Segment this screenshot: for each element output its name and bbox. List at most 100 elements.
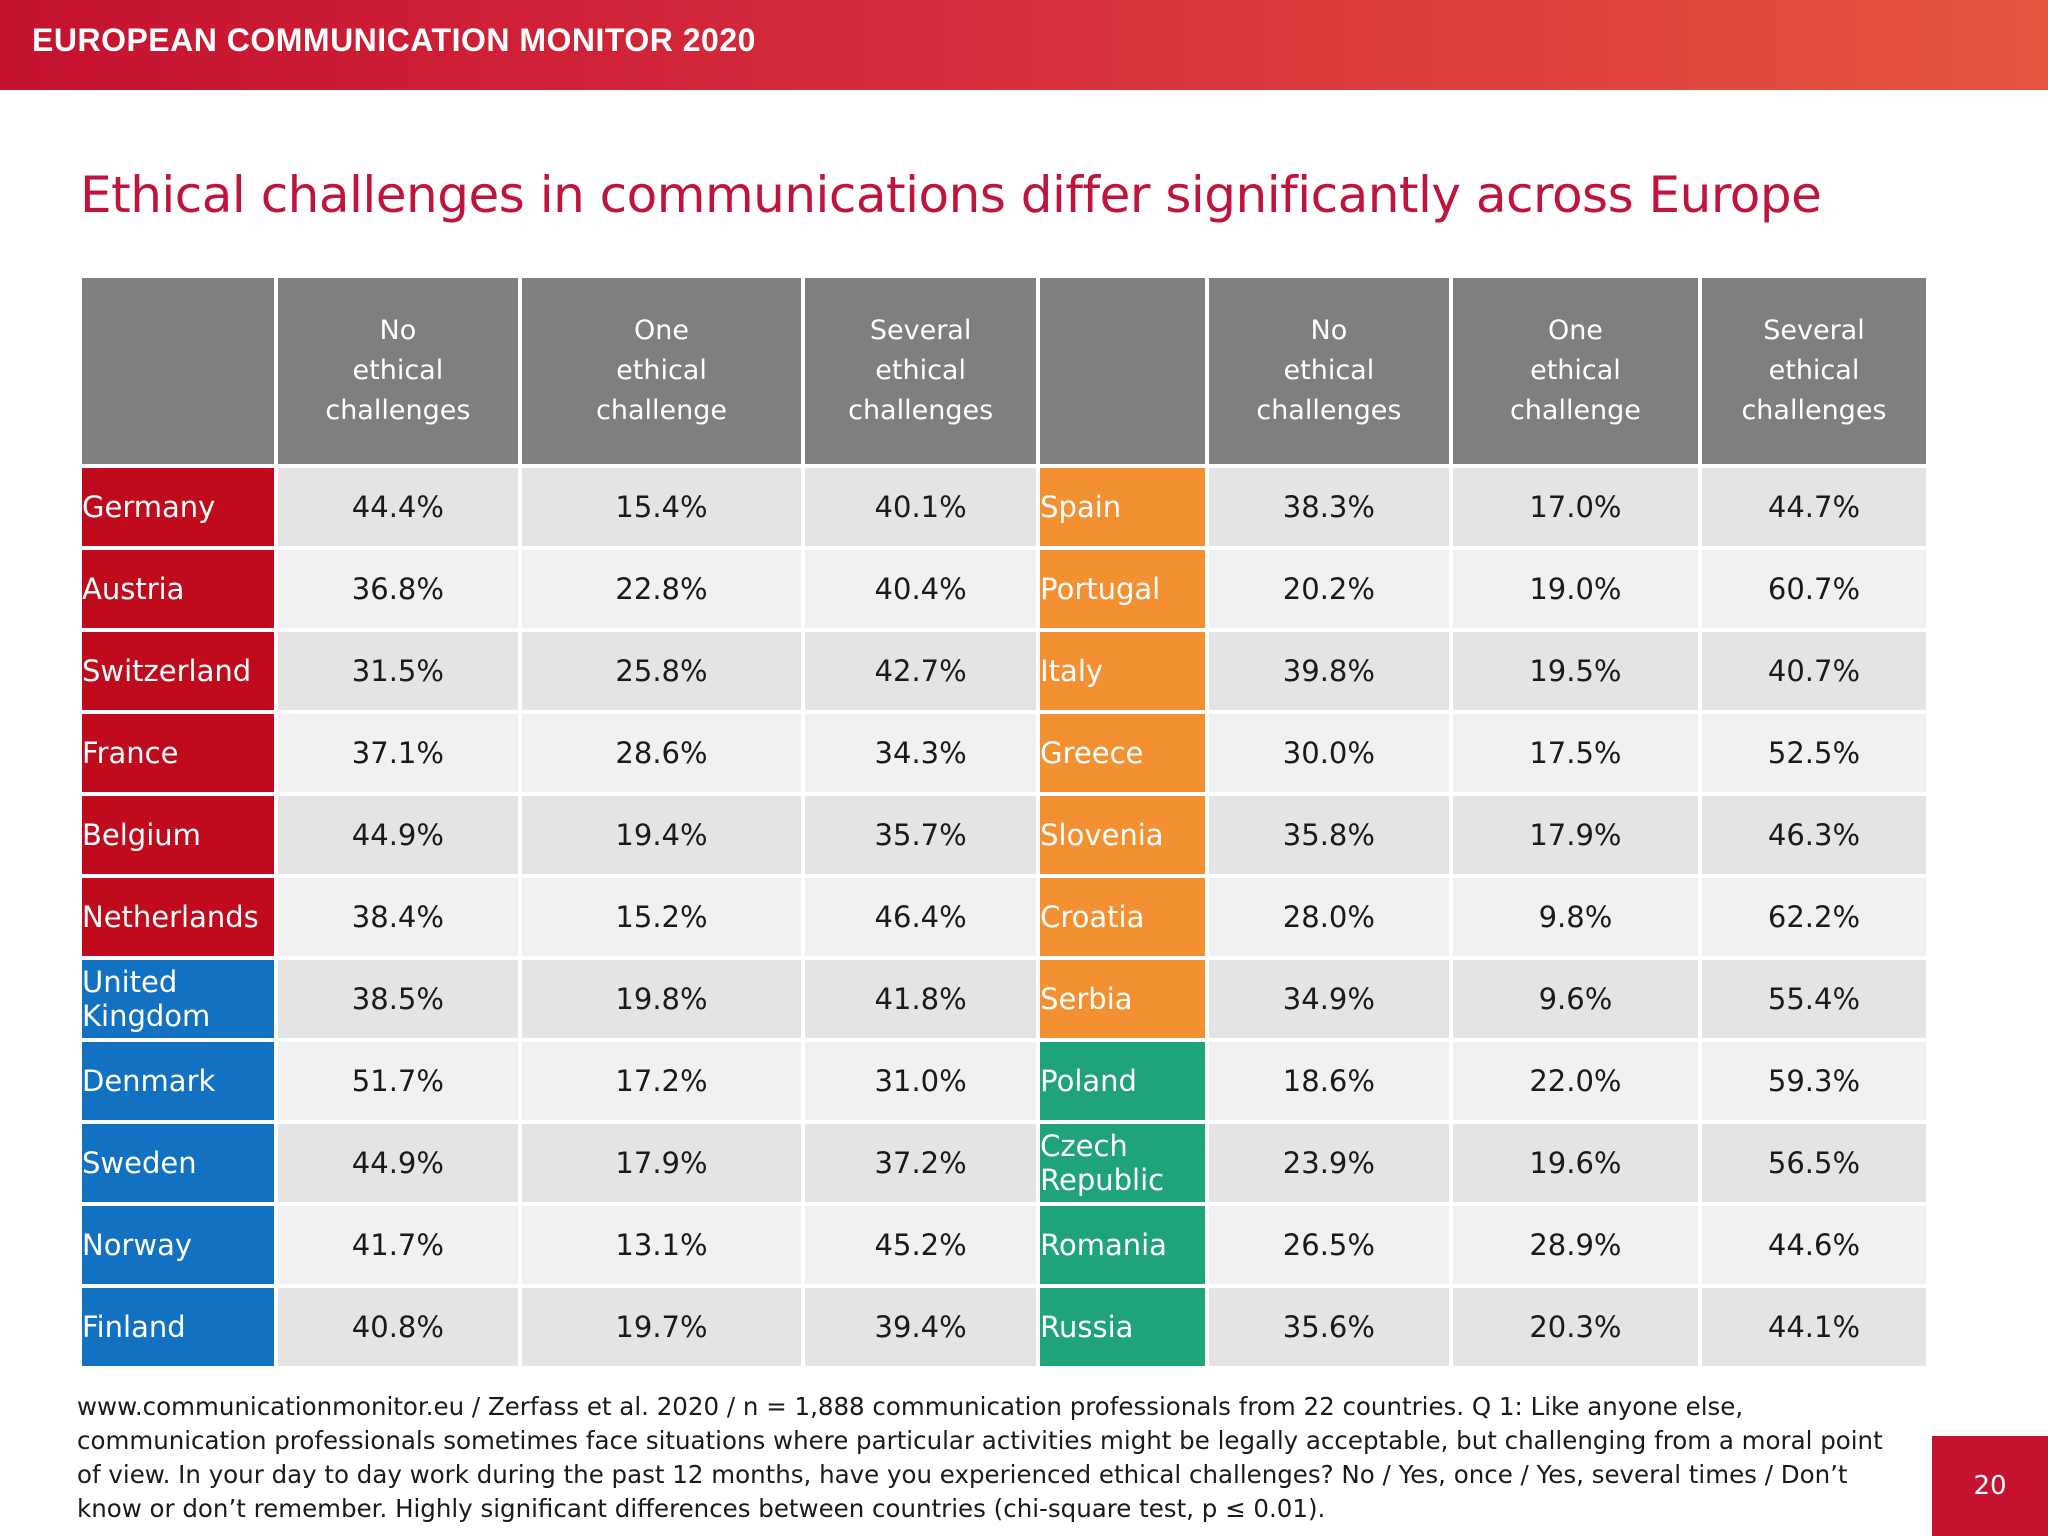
page-number: 20: [1932, 1436, 2048, 1536]
country-name-right: Poland: [1040, 1042, 1205, 1120]
value-one-right: 22.0%: [1452, 1042, 1698, 1120]
footnote: www.communicationmonitor.eu / Zerfass et…: [77, 1392, 1883, 1523]
value-no-left: 38.4%: [277, 878, 518, 956]
table-row: Norway 41.7% 13.1% 45.2% Romania 26.5% 28.9% 44…: [82, 1206, 1926, 1284]
value-several-left: 31.0%: [805, 1042, 1037, 1120]
value-one-left: 17.9%: [521, 1124, 802, 1202]
value-several-right: 40.7%: [1701, 632, 1926, 710]
value-one-left: 15.4%: [521, 468, 802, 546]
banner-title: EUROPEAN COMMUNICATION MONITOR 2020: [32, 22, 756, 58]
header-country-left: [82, 278, 274, 464]
table-body: Germany 44.4% 15.4% 40.1% Spain 38.3% 17.0% 44.…: [82, 468, 1926, 1366]
value-no-left: 38.5%: [277, 960, 518, 1038]
value-several-left: 35.7%: [805, 796, 1037, 874]
value-no-right: 35.8%: [1208, 796, 1449, 874]
value-several-left: 40.1%: [805, 468, 1037, 546]
value-several-left: 40.4%: [805, 550, 1037, 628]
value-several-right: 44.1%: [1701, 1288, 1926, 1366]
slide-title: Ethical challenges in communications dif…: [80, 166, 1822, 224]
value-no-right: 35.6%: [1208, 1288, 1449, 1366]
value-one-right: 9.8%: [1452, 878, 1698, 956]
value-several-right: 52.5%: [1701, 714, 1926, 792]
country-name-right: Spain: [1040, 468, 1205, 546]
value-several-right: 44.6%: [1701, 1206, 1926, 1284]
value-no-left: 36.8%: [277, 550, 518, 628]
country-name-right: Slovenia: [1040, 796, 1205, 874]
header-several-left: Several ethical challenges: [805, 278, 1037, 464]
value-one-right: 20.3%: [1452, 1288, 1698, 1366]
value-one-right: 19.5%: [1452, 632, 1698, 710]
country-name-left: Switzerland: [82, 632, 274, 710]
country-name-left: Sweden: [82, 1124, 274, 1202]
country-name-right: Russia: [1040, 1288, 1205, 1366]
value-one-left: 25.8%: [521, 632, 802, 710]
value-one-right: 9.6%: [1452, 960, 1698, 1038]
country-name-left: Norway: [82, 1206, 274, 1284]
value-one-right: 17.0%: [1452, 468, 1698, 546]
value-several-left: 42.7%: [805, 632, 1037, 710]
table-row: France 37.1% 28.6% 34.3% Greece 30.0% 17.5% 52.…: [82, 714, 1926, 792]
value-no-left: 41.7%: [277, 1206, 518, 1284]
country-name-left: Denmark: [82, 1042, 274, 1120]
header-one-left: One ethical challenge: [521, 278, 802, 464]
value-one-left: 19.8%: [521, 960, 802, 1038]
country-name-right: Portugal: [1040, 550, 1205, 628]
value-one-left: 15.2%: [521, 878, 802, 956]
value-no-right: 18.6%: [1208, 1042, 1449, 1120]
country-name-left: United Kingdom: [82, 960, 274, 1038]
value-one-right: 28.9%: [1452, 1206, 1698, 1284]
value-no-right: 38.3%: [1208, 468, 1449, 546]
value-one-right: 17.9%: [1452, 796, 1698, 874]
country-name-right: Serbia: [1040, 960, 1205, 1038]
value-no-left: 31.5%: [277, 632, 518, 710]
country-name-left: Germany: [82, 468, 274, 546]
value-several-right: 44.7%: [1701, 468, 1926, 546]
value-no-left: 44.9%: [277, 1124, 518, 1202]
value-several-right: 60.7%: [1701, 550, 1926, 628]
value-no-right: 30.0%: [1208, 714, 1449, 792]
value-several-left: 37.2%: [805, 1124, 1037, 1202]
value-no-left: 44.4%: [277, 468, 518, 546]
country-name-right: Czech Republic: [1040, 1124, 1205, 1202]
value-no-left: 44.9%: [277, 796, 518, 874]
value-one-right: 17.5%: [1452, 714, 1698, 792]
value-one-left: 13.1%: [521, 1206, 802, 1284]
table-row: Netherlands 38.4% 15.2% 46.4% Croatia 28.0% 9.…: [82, 878, 1926, 956]
header-banner: EUROPEAN COMMUNICATION MONITOR 2020: [0, 0, 2048, 90]
country-name-left: Netherlands: [82, 878, 274, 956]
country-name-left: Finland: [82, 1288, 274, 1366]
country-name-right: Greece: [1040, 714, 1205, 792]
table-header: No ethical challenges One ethical challenge …: [82, 278, 1926, 464]
value-one-left: 17.2%: [521, 1042, 802, 1120]
value-one-left: 28.6%: [521, 714, 802, 792]
value-one-left: 19.4%: [521, 796, 802, 874]
value-one-right: 19.0%: [1452, 550, 1698, 628]
table-row: Finland 40.8% 19.7% 39.4% Russia 35.6% 20.3% 44…: [82, 1288, 1926, 1366]
value-several-left: 46.4%: [805, 878, 1037, 956]
header-one-right: One ethical challenge: [1452, 278, 1698, 464]
value-no-right: 23.9%: [1208, 1124, 1449, 1202]
country-name-left: France: [82, 714, 274, 792]
value-several-right: 55.4%: [1701, 960, 1926, 1038]
table-row: Germany 44.4% 15.4% 40.1% Spain 38.3% 17.0% 44.…: [82, 468, 1926, 546]
table-row: Sweden 44.9% 17.9% 37.2% Czech Republic 23.9%…: [82, 1124, 1926, 1202]
header-no-left: No ethical challenges: [277, 278, 518, 464]
country-name-right: Italy: [1040, 632, 1205, 710]
table-row: Switzerland 31.5% 25.8% 42.7% Italy 39.8% 19.5…: [82, 632, 1926, 710]
table-row: Austria 36.8% 22.8% 40.4% Portugal 20.2% 19.0%…: [82, 550, 1926, 628]
table-row: Denmark 51.7% 17.2% 31.0% Poland 18.6% 22.0% 59…: [82, 1042, 1926, 1120]
table-row: United Kingdom 38.5% 19.8% 41.8% Serbia 34.9%…: [82, 960, 1926, 1038]
country-name-left: Belgium: [82, 796, 274, 874]
value-several-right: 56.5%: [1701, 1124, 1926, 1202]
header-several-right: Several ethical challenges: [1701, 278, 1926, 464]
value-several-right: 62.2%: [1701, 878, 1926, 956]
country-name-right: Croatia: [1040, 878, 1205, 956]
country-name-right: Romania: [1040, 1206, 1205, 1284]
value-one-left: 19.7%: [521, 1288, 802, 1366]
table-row: Belgium 44.9% 19.4% 35.7% Slovenia 35.8% 17.9%…: [82, 796, 1926, 874]
value-no-right: 26.5%: [1208, 1206, 1449, 1284]
value-several-left: 41.8%: [805, 960, 1037, 1038]
ethics-table: No ethical challenges One ethical challenge …: [78, 274, 1930, 1370]
value-several-left: 34.3%: [805, 714, 1037, 792]
country-name-left: Austria: [82, 550, 274, 628]
